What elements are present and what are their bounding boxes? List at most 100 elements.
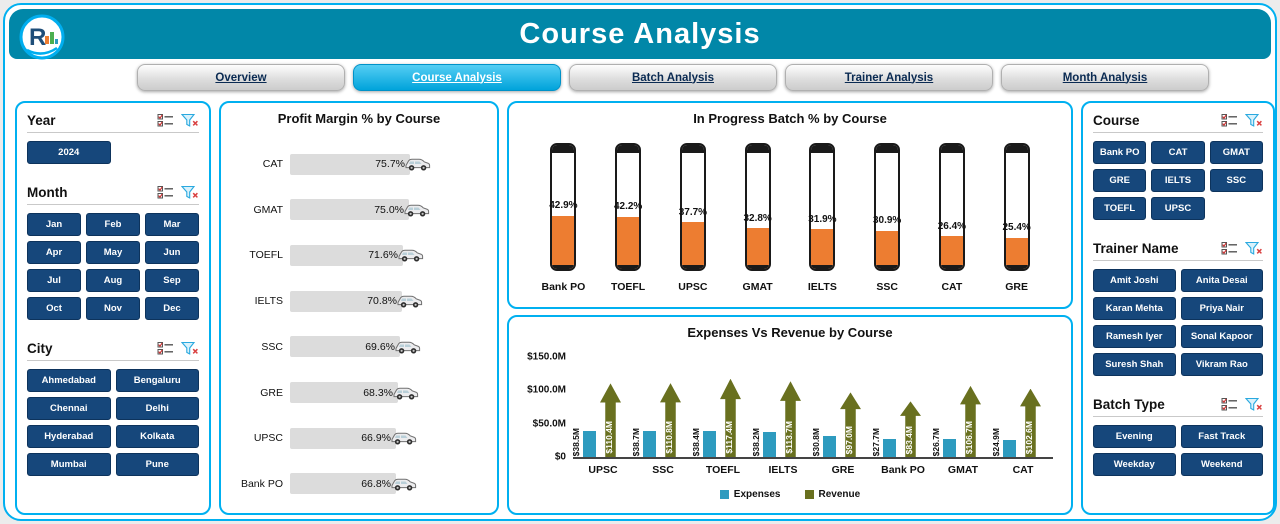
clear-filter-icon[interactable] (1244, 240, 1263, 256)
profit-value: 75.0% (374, 203, 404, 216)
filter-option-mumbai[interactable]: Mumbai (27, 453, 111, 476)
x-axis-category-label: UPSC (588, 464, 618, 476)
tube-top-cap (746, 145, 769, 153)
course-label: Bank PO (240, 477, 283, 490)
thermometer: 42.9% (531, 143, 596, 271)
clear-filter-icon[interactable] (180, 112, 199, 128)
filter-option-weekend[interactable]: Weekend (1180, 453, 1263, 476)
filter-option-jan[interactable]: Jan (27, 213, 81, 236)
filter-option-karan-mehta[interactable]: Karan Mehta (1093, 297, 1176, 320)
filter-option-amit-joshi[interactable]: Amit Joshi (1093, 269, 1176, 292)
expenses-value-label: $38.7M (631, 427, 641, 456)
filter-option-upsc[interactable]: UPSC (1151, 197, 1205, 220)
filter-option-anita-desai[interactable]: Anita Desai (1180, 269, 1263, 292)
thermometer-tube (938, 143, 965, 271)
profit-value: 66.9% (361, 432, 391, 445)
revenue-value-label: $83.4M (904, 425, 914, 454)
filter-option-feb[interactable]: Feb (86, 213, 140, 236)
filter-option-dec[interactable]: Dec (145, 297, 199, 320)
progress-category-label: SSC (876, 281, 898, 293)
filter-option-bengaluru[interactable]: Bengaluru (115, 369, 199, 392)
filter-option-weekday[interactable]: Weekday (1093, 453, 1176, 476)
filter-option-hyderabad[interactable]: Hyderabad (27, 425, 111, 448)
filter-option-cat[interactable]: CAT (1151, 141, 1205, 164)
multi-select-icon[interactable] (156, 184, 175, 200)
filter-option-jun[interactable]: Jun (145, 241, 199, 264)
filter-option-sep[interactable]: Sep (145, 269, 199, 292)
clear-filter-icon[interactable] (1244, 112, 1263, 128)
filter-option-vikram-rao[interactable]: Vikram Rao (1180, 353, 1263, 376)
x-axis-category-label: IELTS (768, 464, 798, 476)
multi-select-icon[interactable] (1220, 240, 1239, 256)
tab-month-analysis[interactable]: Month Analysis (1001, 64, 1209, 91)
revenue-value-label: $113.7M (784, 421, 794, 454)
filter-option-suresh-shah[interactable]: Suresh Shah (1093, 353, 1176, 376)
profit-bar: 71.6% (290, 244, 403, 266)
clear-filter-icon[interactable] (180, 184, 199, 200)
multi-select-icon[interactable] (1220, 112, 1239, 128)
filter-option-evening[interactable]: Evening (1093, 425, 1176, 448)
filter-option-gre[interactable]: GRE (1093, 169, 1147, 192)
filter-option-aug[interactable]: Aug (86, 269, 140, 292)
expenses-value-label: $24.9M (991, 427, 1001, 456)
filter-option-mar[interactable]: Mar (145, 213, 199, 236)
multi-select-icon[interactable] (156, 112, 175, 128)
filter-option-toefl[interactable]: TOEFL (1093, 197, 1147, 220)
clear-filter-icon[interactable] (1244, 396, 1263, 412)
tab-course-analysis[interactable]: Course Analysis (353, 64, 561, 91)
profit-bar-track: 68.3% (290, 382, 489, 404)
profit-bar-track: 69.6% (290, 336, 489, 358)
revenue-value-label: $106.7M (964, 420, 974, 454)
filter-option-2024[interactable]: 2024 (27, 141, 111, 164)
multi-select-icon[interactable] (1220, 396, 1239, 412)
progress-chart-title: In Progress Batch % by Course (693, 111, 887, 126)
month-filter-grid: Jan Feb Mar Apr May Jun Jul Aug Sep Oct Nov Dec (27, 213, 199, 320)
progress-category-label: UPSC (678, 281, 708, 293)
filter-option-priya-nair[interactable]: Priya Nair (1180, 297, 1263, 320)
filter-option-may[interactable]: May (86, 241, 140, 264)
tube-top-cap (876, 145, 899, 153)
thermometer: 32.8% (725, 143, 790, 271)
city-filter-title: City (27, 340, 53, 356)
filter-option-ielts[interactable]: IELTS (1151, 169, 1205, 192)
filter-option-bank-po[interactable]: Bank PO (1093, 141, 1147, 164)
filter-option-sonal-kapoor[interactable]: Sonal Kapoor (1180, 325, 1263, 348)
profit-chart-title: Profit Margin % by Course (277, 111, 441, 126)
filter-option-jul[interactable]: Jul (27, 269, 81, 292)
tab-batch-analysis[interactable]: Batch Analysis (569, 64, 777, 91)
car-icon (397, 247, 424, 263)
filter-option-apr[interactable]: Apr (27, 241, 81, 264)
expense-chart-plot: $38.5M $110.4M $38.7M $110.8M $38.4M $117.4M $… (527, 352, 1053, 462)
clear-filter-icon[interactable] (180, 340, 199, 356)
filter-option-nov[interactable]: Nov (86, 297, 140, 320)
thermometer-tube (809, 143, 836, 271)
filter-option-chennai[interactable]: Chennai (27, 397, 111, 420)
thermometer-tube (874, 143, 901, 271)
filter-option-oct[interactable]: Oct (27, 297, 81, 320)
tube-fill (1005, 237, 1028, 269)
filter-option-ramesh-iyer[interactable]: Ramesh Iyer (1093, 325, 1176, 348)
filter-option-gmat[interactable]: GMAT (1209, 141, 1263, 164)
expense-revenue-group-ielts: $38.2M $113.7M (751, 357, 813, 457)
filter-option-fast-track[interactable]: Fast Track (1180, 425, 1263, 448)
filter-option-delhi[interactable]: Delhi (115, 397, 199, 420)
filter-option-pune[interactable]: Pune (115, 453, 199, 476)
expenses-value-label: $38.4M (691, 427, 701, 456)
profit-value: 71.6% (368, 249, 398, 262)
filter-option-ssc[interactable]: SSC (1209, 169, 1263, 192)
multi-select-icon[interactable] (156, 340, 175, 356)
filter-option-kolkata[interactable]: Kolkata (115, 425, 199, 448)
tab-overview[interactable]: Overview (137, 64, 345, 91)
course-filter-grid: Bank PO CAT GMAT GRE IELTS SSC TOEFL UPSC (1093, 141, 1263, 220)
thermometer: 25.4% (984, 143, 1049, 271)
revenue-arrow (660, 383, 681, 457)
progress-value: 26.4% (937, 221, 967, 232)
tab-trainer-analysis[interactable]: Trainer Analysis (785, 64, 993, 91)
car-icon (390, 430, 417, 446)
profit-row-ssc: SSC 69.6% (229, 328, 489, 366)
city-filter-header: City (27, 335, 199, 361)
filter-option-ahmedabad[interactable]: Ahmedabad (27, 369, 111, 392)
tube-top-cap (811, 145, 834, 153)
profit-bar: 69.6% (290, 336, 400, 358)
progress-value: 25.4% (1002, 222, 1031, 233)
